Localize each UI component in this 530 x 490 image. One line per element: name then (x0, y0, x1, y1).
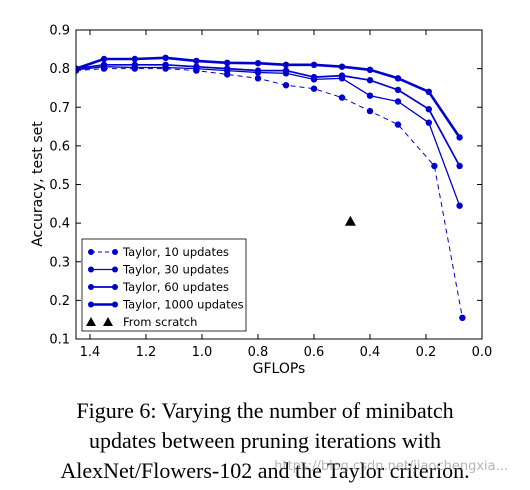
legend-entry-4: Taylor, 1000 updates (88, 298, 244, 312)
series-1-point (310, 85, 318, 92)
legend-swatch-dot (88, 284, 94, 290)
series-2-point (366, 92, 374, 99)
series-1-point (338, 94, 346, 101)
series-line-3 (76, 63, 461, 167)
legend-label: Taylor, 10 updates (122, 245, 229, 259)
series-4-point (162, 54, 169, 61)
series-2-point (456, 202, 463, 209)
legend-entry-5: From scratch (86, 315, 197, 329)
x-tick-label: 0.6 (304, 345, 325, 360)
legend-label: Taylor, 60 updates (122, 280, 229, 294)
y-tick-label: 0.4 (49, 217, 70, 232)
legend-swatch-dot (112, 301, 118, 308)
series-4-point (282, 61, 290, 68)
caption-line-2: updates between pruning iterations with (89, 428, 441, 453)
y-tick-label: 0.5 (49, 178, 70, 193)
series-line-4 (76, 56, 461, 139)
series-1-point (282, 82, 290, 89)
series-4-point (224, 59, 231, 66)
series-4-point (100, 55, 108, 63)
x-tick-label: 0.4 (360, 345, 381, 360)
series-4-point (76, 65, 80, 72)
watermark: https://blog.csdn.net/jiaochengxia... (274, 459, 508, 474)
series-3-point (254, 67, 262, 74)
x-tick-label: 1.4 (80, 345, 101, 360)
x-tick-label: 0.0 (472, 345, 493, 360)
legend-label: Taylor, 1000 updates (122, 298, 244, 312)
caption-line-1: Figure 6: Varying the number of minibatc… (76, 398, 454, 423)
legend-swatch-dot (88, 249, 94, 255)
series-4-point (394, 75, 402, 82)
legend-swatch-dot (112, 284, 118, 290)
y-tick-label: 0.6 (49, 139, 70, 154)
legend-swatch-dot (112, 249, 118, 255)
x-axis-label: GFLOPs (253, 361, 306, 377)
legend-entry-3: Taylor, 60 updates (88, 280, 229, 294)
series-3-point (425, 106, 432, 113)
series-4-point (425, 88, 432, 96)
y-tick-label: 0.2 (49, 294, 70, 309)
scratch-point (344, 215, 356, 226)
series-3-point (366, 77, 374, 84)
y-tick-label: 0.9 (49, 24, 70, 39)
series-4-point (193, 57, 200, 65)
x-axis-ticks: 1.4 1.2 1.0 0.8 0.6 0.4 0.2 0.0 (80, 30, 493, 360)
legend-entry-2: Taylor, 30 updates (88, 263, 229, 277)
y-tick-label: 0.7 (49, 101, 70, 116)
series-line-2 (76, 66, 461, 206)
plot-frame (75, 29, 483, 340)
legend-swatch-triangle (103, 317, 113, 326)
series-4-point (338, 63, 346, 70)
series-3-point (224, 65, 231, 72)
legend-swatch-dot (112, 266, 118, 273)
legend-label: From scratch (123, 315, 197, 329)
series-2-point (425, 119, 432, 126)
series-3-point (162, 61, 169, 68)
x-tick-label: 0.8 (248, 345, 269, 360)
y-tick-label: 0.1 (49, 333, 70, 348)
series-1-point (254, 75, 262, 82)
series-4-point (456, 134, 463, 141)
series-1-point (394, 121, 402, 128)
legend-box (81, 238, 247, 332)
legend-swatch-dot (88, 266, 94, 273)
y-axis-ticks: 0.1 0.2 0.3 0.4 0.5 0.6 0.7 0.8 0.9 (49, 24, 482, 348)
series-3-point (394, 86, 402, 94)
series-1-point (459, 314, 466, 321)
x-tick-label: 1.2 (136, 345, 157, 360)
series-3-point (338, 72, 346, 79)
series-1-point (366, 107, 374, 115)
x-tick-label: 1.0 (192, 345, 213, 360)
series-3-point (310, 73, 318, 81)
y-tick-label: 0.3 (49, 255, 70, 270)
legend-label: Taylor, 30 updates (122, 263, 229, 277)
series-layer (76, 54, 466, 321)
accuracy-vs-gflops-chart: 0.1 0.2 0.3 0.4 0.5 0.6 0.7 0.8 0.9 1.4 1.2 1.0 0.8… (30, 24, 493, 378)
scratch-layer (344, 215, 356, 226)
x-tick-label: 0.2 (416, 345, 437, 360)
series-4-point (366, 66, 374, 74)
series-2-point (394, 98, 402, 105)
legend-entry-1: Taylor, 10 updates (88, 245, 229, 259)
series-4-point (310, 61, 318, 68)
series-3-point (131, 61, 138, 68)
legend: Taylor, 10 updates Taylor, 30 updates Tayl… (81, 238, 247, 332)
legend-swatch-triangle (86, 317, 96, 326)
series-3-point (100, 61, 108, 68)
y-axis-label: Accuracy, test set (30, 121, 46, 247)
series-1-point (431, 162, 438, 170)
series-line-1 (76, 68, 463, 318)
figure-caption: Figure 6: Varying the number of minibatc… (0, 396, 530, 486)
series-4-point (131, 55, 138, 63)
series-3-point (282, 67, 290, 74)
caption-line-3: AlexNet/Flowers-102 and the Taylor crite… (60, 458, 470, 483)
series-4-point (254, 60, 262, 67)
series-3-point (456, 162, 463, 170)
series-3-point (193, 63, 200, 70)
y-tick-label: 0.8 (49, 62, 70, 77)
legend-swatch-dot (88, 301, 94, 308)
